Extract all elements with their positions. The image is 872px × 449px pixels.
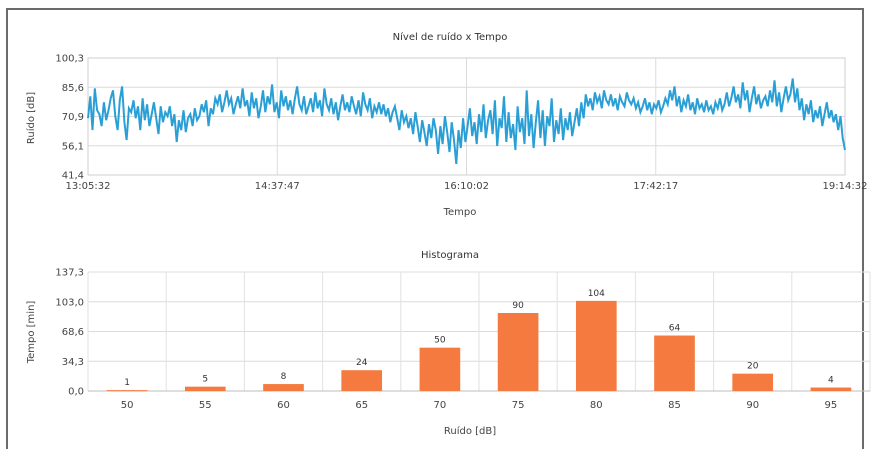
histogram-x-tick-label: 70 xyxy=(434,400,447,411)
histogram-bar xyxy=(810,387,852,391)
line-y-tick-label: 41,4 xyxy=(62,171,84,182)
histogram-bar xyxy=(184,386,226,391)
histogram-data-label: 24 xyxy=(356,358,368,368)
histogram-title: Histograma xyxy=(421,250,479,261)
histogram-bar xyxy=(341,370,383,391)
histogram-y-tick-label: 0,0 xyxy=(68,387,84,398)
line-y-tick-label: 100,3 xyxy=(55,54,84,65)
histogram-x-tick-label: 85 xyxy=(668,400,681,411)
histogram-y-tick-label: 68,6 xyxy=(62,327,84,338)
histogram-bar xyxy=(497,312,539,391)
line-x-tick-label: 13:05:32 xyxy=(66,181,111,192)
histogram-data-label: 90 xyxy=(512,301,524,311)
line-chart-x-label: Tempo xyxy=(443,207,477,218)
line-y-tick-label: 85,6 xyxy=(62,83,84,94)
line-x-tick-label: 14:37:47 xyxy=(255,181,300,192)
histogram-data-labels: 1 5 8 24 50 90 104 64 20 4 xyxy=(124,289,834,388)
histogram-y-tick-label: 103,0 xyxy=(55,297,84,308)
line-y-tick-label: 56,1 xyxy=(62,141,84,152)
histogram-x-tick-label: 65 xyxy=(355,400,368,411)
histogram-x-tick-label: 80 xyxy=(590,400,603,411)
histogram-x-tick-label: 50 xyxy=(121,400,134,411)
histogram-x-tick-label: 60 xyxy=(277,400,290,411)
histogram-x-label: Ruído [dB] xyxy=(444,425,496,437)
line-chart-y-label: Ruído [dB] xyxy=(25,92,37,144)
histogram-bar xyxy=(419,347,461,391)
line-chart-grid xyxy=(87,57,846,176)
histogram-bar xyxy=(575,300,617,391)
histogram-x-ticks: 50 55 60 65 70 75 80 85 90 95 xyxy=(121,400,838,411)
histogram-data-label: 4 xyxy=(828,376,834,386)
histogram-x-tick-label: 90 xyxy=(746,400,759,411)
histogram-bars xyxy=(106,300,852,392)
histogram-grid xyxy=(87,271,871,392)
histogram-x-tick-label: 95 xyxy=(825,400,838,411)
histogram-x-tick-label: 75 xyxy=(512,400,525,411)
line-x-tick-label: 16:10:02 xyxy=(444,181,489,192)
histogram-y-tick-label: 34,3 xyxy=(62,357,84,368)
histogram-data-label: 1 xyxy=(124,378,130,388)
line-x-tick-label: 17:42:17 xyxy=(633,181,678,192)
histogram-bar xyxy=(106,390,148,392)
histogram-data-label: 5 xyxy=(202,375,208,385)
histogram-data-label: 8 xyxy=(281,372,287,382)
histogram-bar xyxy=(263,384,304,391)
line-y-tick-label: 70,9 xyxy=(62,112,84,123)
line-chart-x-ticks: 13:05:32 14:37:47 16:10:02 17:42:17 19:14:32 xyxy=(66,181,868,192)
line-chart-title: Nível de ruído x Tempo xyxy=(393,31,508,43)
noise-line-series xyxy=(87,78,846,164)
histogram-data-label: 50 xyxy=(434,336,446,346)
histogram-data-label: 64 xyxy=(669,324,681,334)
histogram-y-label: Tempo [min] xyxy=(26,301,37,365)
line-x-tick-label: 19:14:32 xyxy=(823,181,868,192)
histogram-y-tick-label: 137,3 xyxy=(55,268,84,279)
histogram-x-tick-label: 55 xyxy=(199,400,212,411)
histogram-data-label: 104 xyxy=(588,289,605,299)
histogram-bar xyxy=(732,373,774,391)
line-chart-y-ticks: 41,4 56,1 70,9 85,6 100,3 xyxy=(55,54,84,182)
histogram-data-label: 20 xyxy=(747,362,759,372)
histogram-bar xyxy=(654,335,695,391)
histogram-y-ticks: 0,0 34,3 68,6 103,0 137,3 xyxy=(55,268,84,398)
